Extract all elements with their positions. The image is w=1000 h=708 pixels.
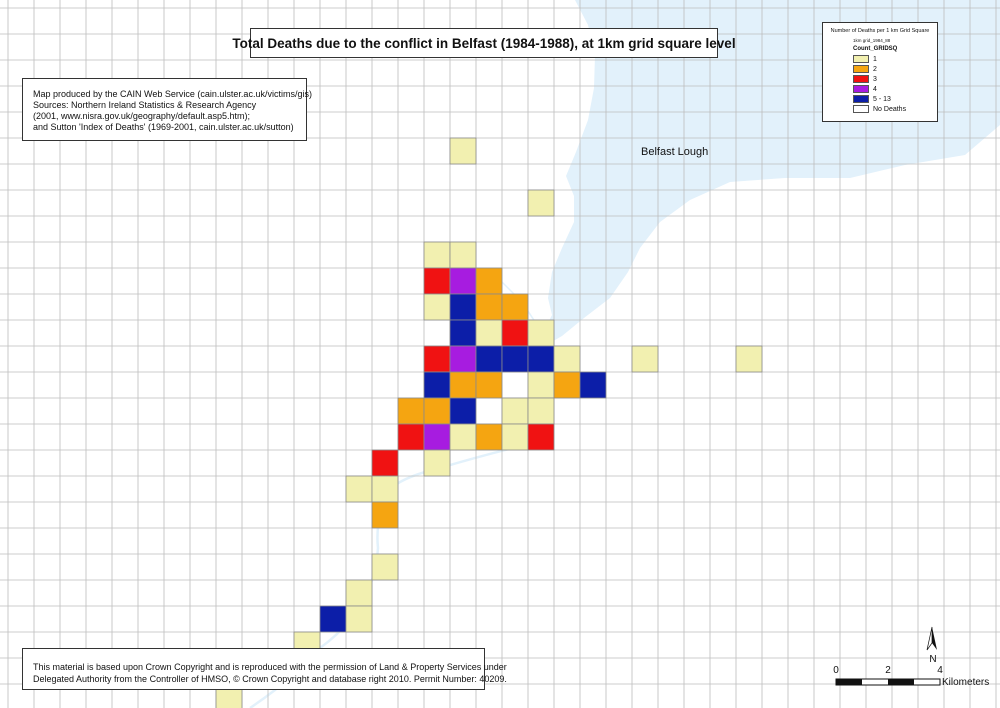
grid-cell <box>371 553 399 581</box>
legend-box: Number of Deaths per 1 km Grid Square 1k… <box>822 22 938 122</box>
credits-line: and Sutton 'Index of Deaths' (1969-2001,… <box>33 122 294 132</box>
north-arrow: N <box>926 626 937 665</box>
legend-swatch <box>853 75 869 83</box>
grid-cell <box>501 397 529 425</box>
legend-item: 2 <box>853 64 933 74</box>
grid-cell <box>501 293 529 321</box>
grid-cell <box>397 423 425 451</box>
belfast-lough-label: Belfast Lough <box>641 146 708 158</box>
grid-cell <box>501 423 529 451</box>
legend-item: 4 <box>853 84 933 94</box>
grid-cell <box>527 397 555 425</box>
legend-heading: Number of Deaths per 1 km Grid Square <box>830 28 930 34</box>
grid-cell <box>345 605 373 633</box>
legend-label: 4 <box>873 85 877 93</box>
north-arrow-icon <box>932 627 937 650</box>
grid-cell <box>449 137 477 165</box>
grid-cell <box>371 449 399 477</box>
legend-swatch <box>853 105 869 113</box>
grid-cell <box>553 345 581 373</box>
grid-cell <box>423 345 451 373</box>
legend-layer-name: 1km grid_1984_88 <box>853 38 891 43</box>
grid-cell <box>423 267 451 295</box>
grid-cell <box>449 345 477 373</box>
grid-cell <box>449 397 477 425</box>
grid-cell <box>397 397 425 425</box>
grid-cell <box>553 371 581 399</box>
scale-tick-label: 0 <box>833 665 839 676</box>
grid-cell <box>345 579 373 607</box>
credits-box: Map produced by the CAIN Web Service (ca… <box>22 78 312 141</box>
grid-cell <box>579 371 607 399</box>
grid-cell <box>501 319 529 347</box>
scale-tick-label: 2 <box>885 665 891 676</box>
legend-label: 5 - 13 <box>873 95 891 103</box>
copyright-box: This material is based upon Crown Copyri… <box>22 648 507 690</box>
copyright-line: Delegated Authority from the Controller … <box>33 674 507 684</box>
grid-cell <box>319 605 347 633</box>
grid-cell <box>423 423 451 451</box>
grid-cell <box>527 371 555 399</box>
legend-item: No Deaths <box>853 104 933 114</box>
grid-cell <box>475 319 503 347</box>
grid-cell <box>527 189 555 217</box>
legend-label: 3 <box>873 75 877 83</box>
grid-cell <box>631 345 659 373</box>
credits-line: Map produced by the CAIN Web Service (ca… <box>33 89 312 99</box>
legend-swatch <box>853 85 869 93</box>
grid-cell <box>423 241 451 269</box>
grid-cell <box>449 371 477 399</box>
legend-label: No Deaths <box>873 105 907 113</box>
grid-cell <box>527 345 555 373</box>
grid-cell <box>501 345 529 373</box>
legend-item: 5 - 13 <box>853 94 933 104</box>
grid-cell <box>423 293 451 321</box>
legend-label: 1 <box>873 55 877 63</box>
scale-unit-label: Kilometers <box>942 677 990 688</box>
grid-cell <box>449 319 477 347</box>
grid-cell <box>371 475 399 503</box>
grid-cell <box>449 293 477 321</box>
grid-cells <box>215 137 763 708</box>
grid-cell <box>449 241 477 269</box>
legend-swatch <box>853 55 869 63</box>
grid-cell <box>423 371 451 399</box>
grid-cell <box>449 423 477 451</box>
legend-label: 2 <box>873 65 877 73</box>
grid-cell <box>475 371 503 399</box>
north-label: N <box>929 654 936 665</box>
legend-item: 1 <box>853 54 933 64</box>
grid-cell <box>527 423 555 451</box>
credits-line: (2001, www.nisra.gov.uk/geography/defaul… <box>33 111 250 121</box>
legend-swatch <box>853 95 869 103</box>
grid-cell <box>735 345 763 373</box>
grid-cell <box>475 267 503 295</box>
grid-cell <box>475 345 503 373</box>
grid-cell <box>527 319 555 347</box>
grid-cell <box>475 293 503 321</box>
grid-cell <box>345 475 373 503</box>
scale-tick-label: 4 <box>937 665 943 676</box>
map-title-box: Total Deaths due to the conflict in Belf… <box>232 28 736 58</box>
legend-swatch <box>853 65 869 73</box>
map-title: Total Deaths due to the conflict in Belf… <box>232 35 736 51</box>
grid-cell <box>475 423 503 451</box>
grid-cell <box>423 397 451 425</box>
copyright-line: This material is based upon Crown Copyri… <box>33 662 507 672</box>
scale-bar <box>835 678 941 686</box>
legend-field-name: Count_GRIDSQ <box>853 46 898 52</box>
legend-item: 3 <box>853 74 933 84</box>
grid-cell <box>423 449 451 477</box>
credits-line: Sources: Northern Ireland Statistics & R… <box>33 100 257 110</box>
grid-cell <box>449 267 477 295</box>
grid-cell <box>371 501 399 529</box>
